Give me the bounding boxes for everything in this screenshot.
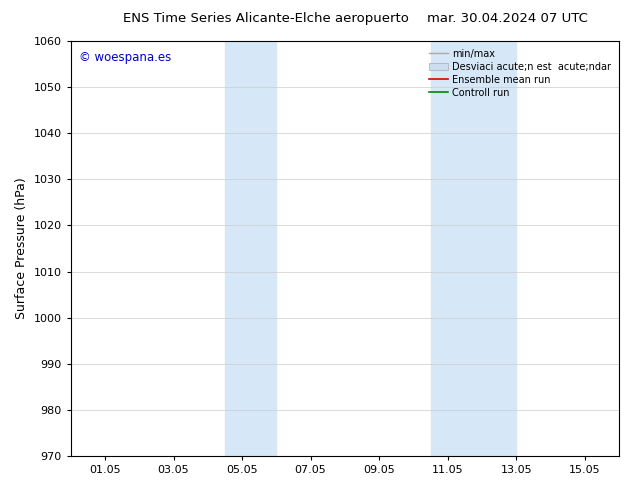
Text: mar. 30.04.2024 07 UTC: mar. 30.04.2024 07 UTC [427, 12, 588, 25]
Y-axis label: Surface Pressure (hPa): Surface Pressure (hPa) [15, 178, 28, 319]
Text: ENS Time Series Alicante-Elche aeropuerto: ENS Time Series Alicante-Elche aeropuert… [124, 12, 409, 25]
Text: © woespana.es: © woespana.es [79, 51, 171, 64]
Legend: min/max, Desviaci acute;n est  acute;ndar, Ensemble mean run, Controll run: min/max, Desviaci acute;n est acute;ndar… [426, 46, 614, 100]
Bar [225, 41, 276, 456]
Bar [430, 41, 516, 456]
